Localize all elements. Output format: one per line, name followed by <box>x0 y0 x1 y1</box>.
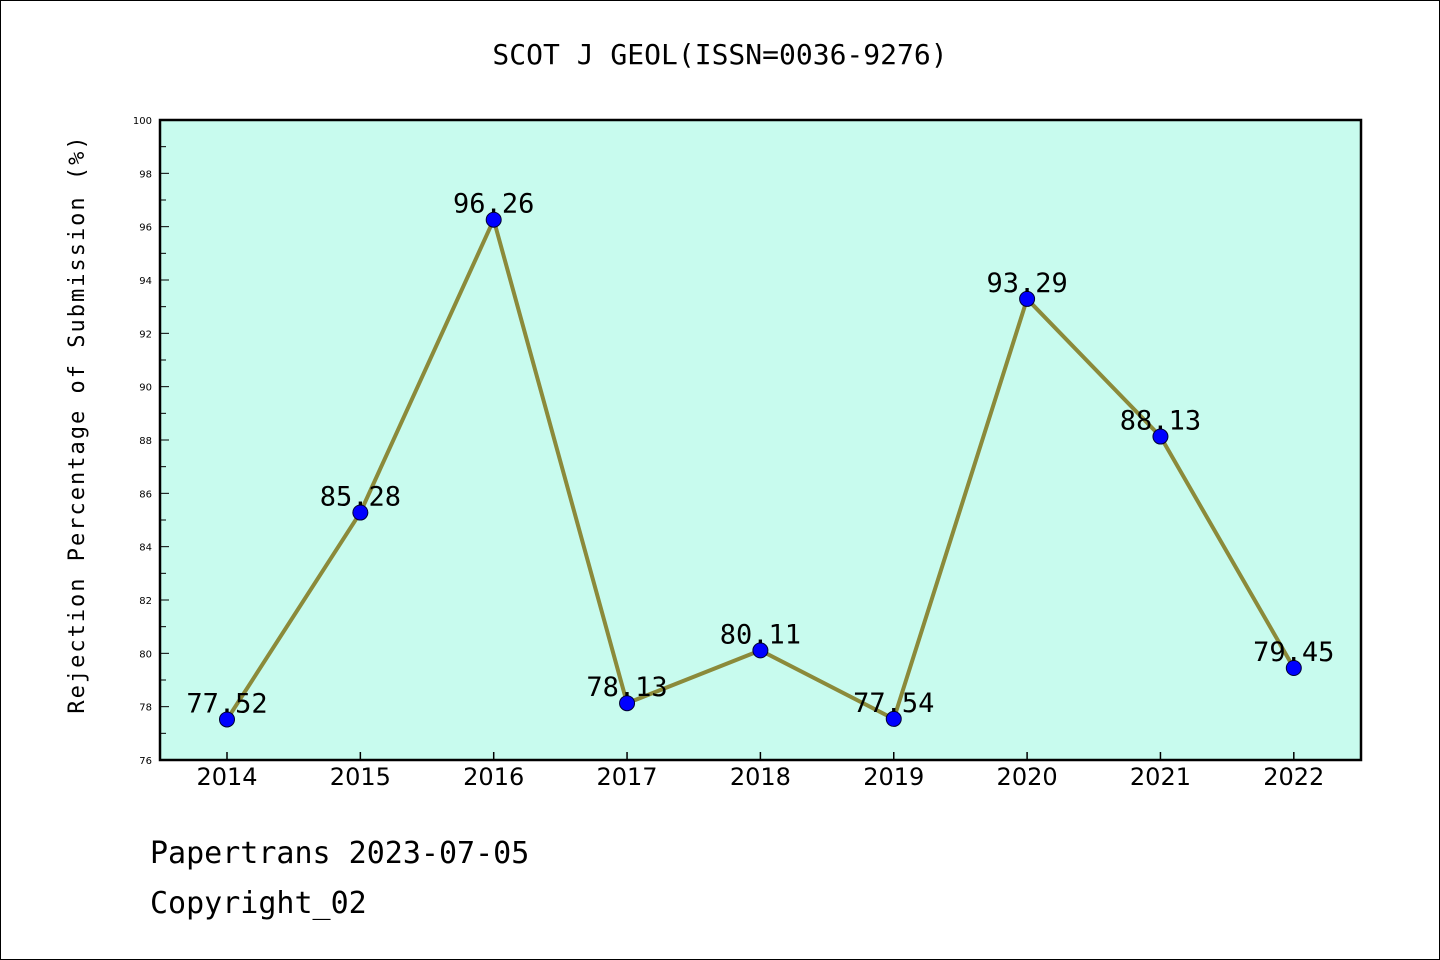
data-point <box>1152 428 1169 445</box>
x-tick-label: 2021 <box>1130 763 1191 791</box>
data-label: 79.45 <box>1253 637 1334 668</box>
y-tick-label: 88 <box>139 436 152 447</box>
x-tick-label: 2019 <box>863 763 924 791</box>
data-point <box>1019 290 1036 307</box>
y-tick-label: 90 <box>139 383 152 394</box>
footer-date: Papertrans 2023-07-05 <box>150 836 530 871</box>
data-labels: 77.52 85.28 96.26 78.13 80.11 77.54 93.29 88.13… <box>186 189 1334 720</box>
data-label: 96.26 <box>453 189 534 220</box>
data-label: 78.13 <box>586 672 667 703</box>
y-tick-label: 86 <box>139 489 152 500</box>
x-tick-label: 2020 <box>997 763 1058 791</box>
y-tick-label: 100 <box>133 116 152 127</box>
y-tick-label: 78 <box>139 703 152 714</box>
data-label: 80.11 <box>720 619 801 650</box>
data-label: 85.28 <box>320 482 401 513</box>
footer-copyright: Copyright_02 <box>150 886 367 921</box>
data-label: 77.54 <box>853 688 934 719</box>
data-point <box>619 695 636 712</box>
data-point <box>352 504 369 521</box>
y-tick-label: 76 <box>139 756 152 767</box>
chart-title: SCOT J GEOL(ISSN=0036-9276) <box>492 38 948 71</box>
data-label: 88.13 <box>1120 406 1201 437</box>
data-label: 93.29 <box>986 268 1067 299</box>
plot-area <box>160 120 1361 760</box>
x-tick-label: 2018 <box>730 763 791 791</box>
y-tick-label: 94 <box>139 276 152 287</box>
y-tick-label: 80 <box>139 649 152 660</box>
data-label: 77.52 <box>186 688 267 719</box>
x-tick-label: 2017 <box>597 763 658 791</box>
data-point <box>219 711 235 728</box>
x-tick-label: 2015 <box>330 763 391 791</box>
y-tick-label: 82 <box>139 596 152 607</box>
y-axis-title: Rejection Percentage of Submission (%) <box>65 134 90 713</box>
data-point <box>885 710 902 727</box>
data-point <box>1285 660 1302 676</box>
data-point <box>485 211 502 228</box>
x-tick-label: 2016 <box>463 763 524 791</box>
data-point <box>752 642 769 659</box>
y-tick-label: 92 <box>139 329 152 340</box>
y-tick-label: 84 <box>139 543 152 554</box>
y-tick-label: 98 <box>139 169 152 180</box>
x-tick-label: 2014 <box>196 763 257 791</box>
x-axis: 2014 2015 2016 2017 2018 2019 2020 2021 2022 <box>196 752 1324 791</box>
plot-border <box>158 118 1363 762</box>
x-tick-label: 2022 <box>1263 763 1324 791</box>
y-tick-label: 96 <box>139 223 152 234</box>
series-group <box>219 211 1302 728</box>
